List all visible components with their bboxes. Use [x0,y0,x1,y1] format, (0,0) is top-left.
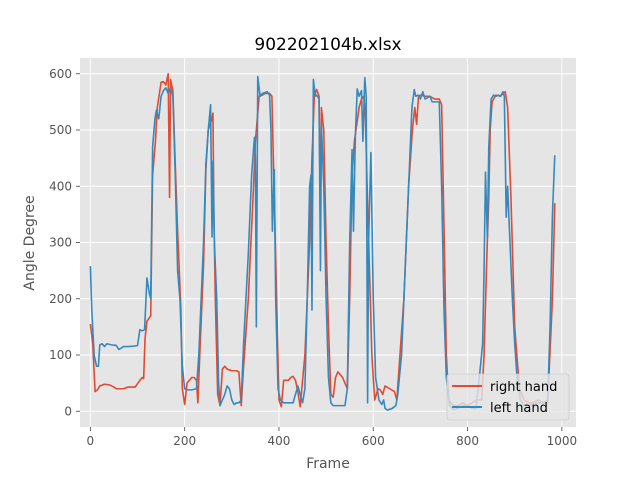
y-tick-label: 500 [49,123,72,137]
y-tick-label: 0 [64,404,72,418]
y-tick-label: 600 [49,67,72,81]
x-tick-label: 200 [173,434,196,448]
x-tick-label: 400 [268,434,291,448]
x-axis-label: Frame [306,456,350,472]
y-tick-label: 100 [49,348,72,362]
legend: right hand left hand [446,373,570,421]
legend-label-left-hand: left hand [490,401,548,416]
x-tick-label: 800 [456,434,479,448]
legend-label-right-hand: right hand [490,380,557,395]
x-tick-label: 600 [362,434,385,448]
chart-title: 902202104b.xlsx [254,35,401,55]
y-axis-label: Angle Degree [22,195,38,290]
axis-ticks: 0 200 400 600 800 1000 0 100 200 300 400 500 600 [49,67,577,448]
y-tick-label: 300 [49,236,72,250]
x-tick-label: 1000 [547,434,578,448]
y-tick-label: 200 [49,292,72,306]
y-tick-label: 400 [49,179,72,193]
x-tick-label: 0 [87,434,95,448]
